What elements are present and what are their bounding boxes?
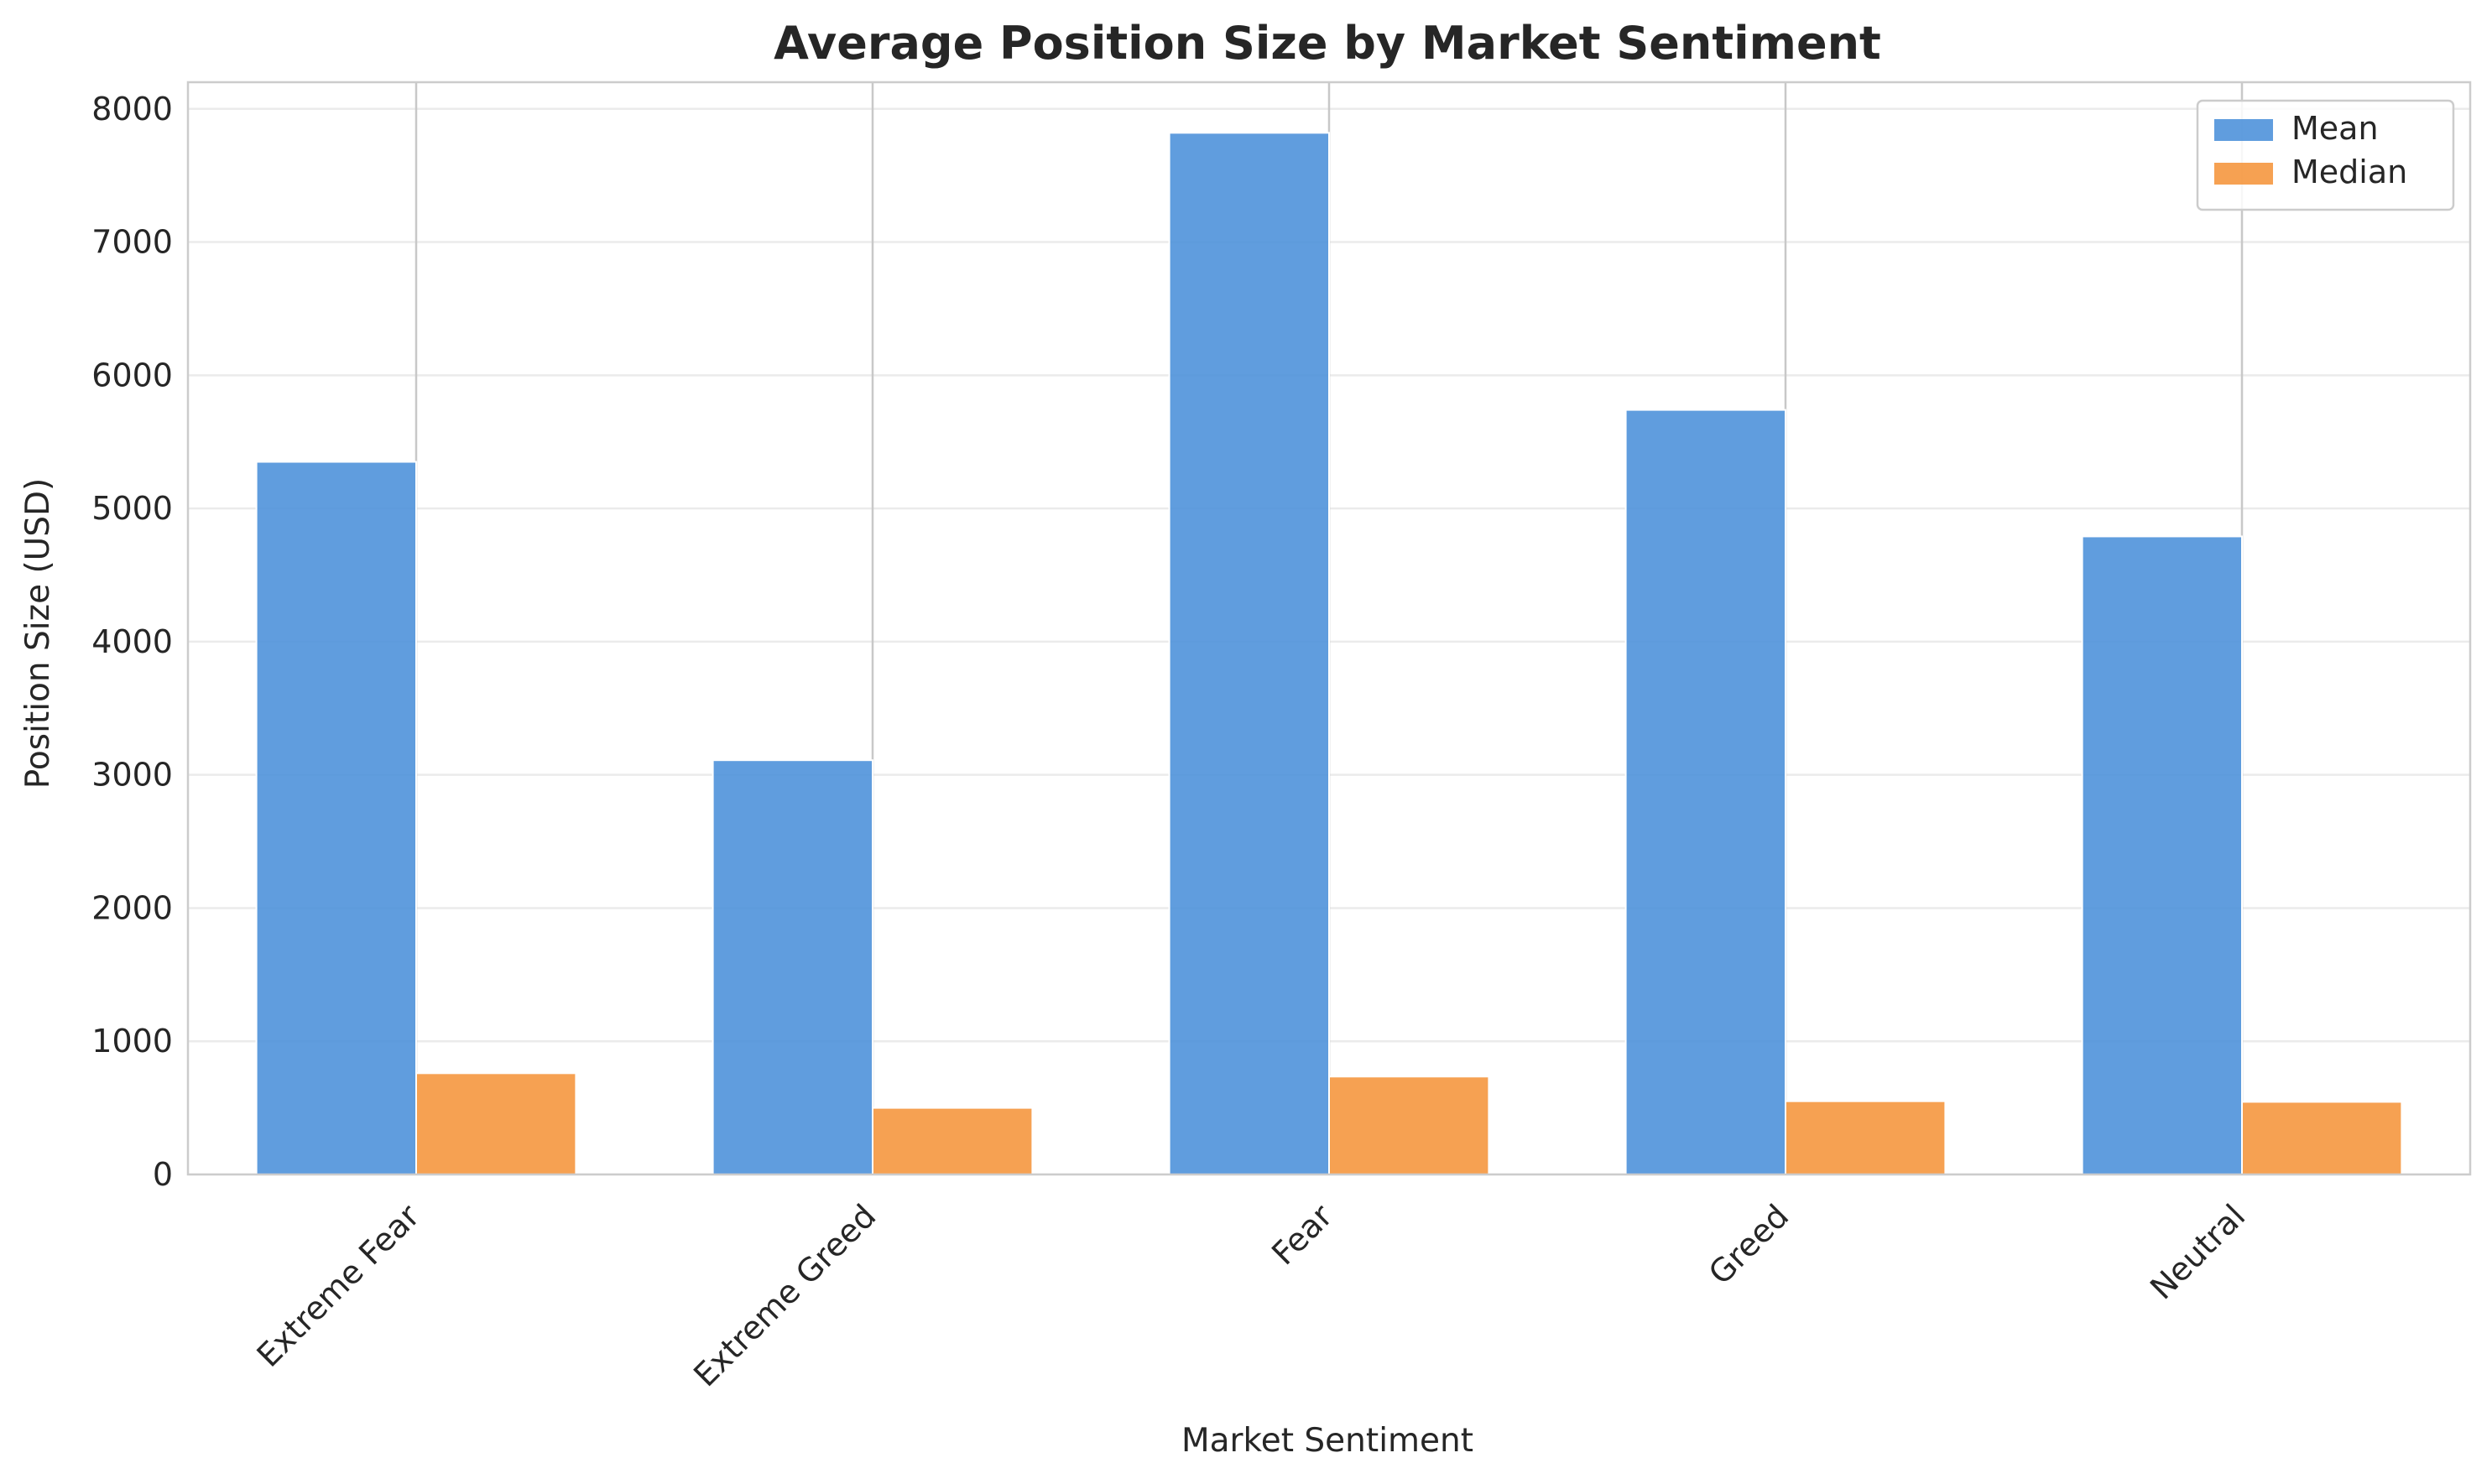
bar-mean-extreme-fear	[255, 461, 417, 1175]
y-tick-label: 3000	[91, 757, 173, 794]
bar-mean-neutral	[2081, 535, 2244, 1175]
plot-frame	[186, 81, 2472, 1176]
legend-swatch-mean	[2214, 119, 2273, 141]
bar-median-extreme-greed	[872, 1106, 1034, 1175]
y-tick-label: 8000	[91, 91, 173, 128]
chart-title: Average Position Size by Market Sentimen…	[774, 17, 1881, 70]
bar-mean-greed	[1624, 409, 1786, 1176]
y-tick-label: 7000	[91, 224, 173, 261]
y-tick-label: 1000	[91, 1023, 173, 1060]
bar-median-fear	[1328, 1075, 1490, 1176]
bar-median-extreme-fear	[415, 1072, 577, 1175]
y-tick-label: 4000	[91, 623, 173, 660]
y-tick-label: 5000	[91, 490, 173, 527]
bars	[255, 132, 2403, 1176]
bar-median-greed	[1785, 1100, 1947, 1176]
y-tick-label: 0	[153, 1156, 173, 1193]
y-tick-label: 2000	[91, 889, 173, 926]
legend-swatch-median	[2214, 163, 2273, 185]
y-axis-label: Position Size (USD)	[19, 478, 57, 789]
y-tick-labels: 0 1000 2000 3000 4000 5000 6000 7000 8000	[91, 91, 173, 1193]
bar-mean-extreme-greed	[712, 759, 873, 1175]
x-axis-label: Market Sentiment	[1181, 1422, 1473, 1460]
legend-label-median: Median	[2291, 154, 2407, 190]
legend: Mean Median	[2196, 99, 2455, 211]
bar-mean-fear	[1168, 132, 1330, 1176]
bar-median-neutral	[2241, 1101, 2403, 1175]
legend-label-mean: Mean	[2291, 110, 2379, 147]
y-tick-label: 6000	[91, 357, 173, 393]
